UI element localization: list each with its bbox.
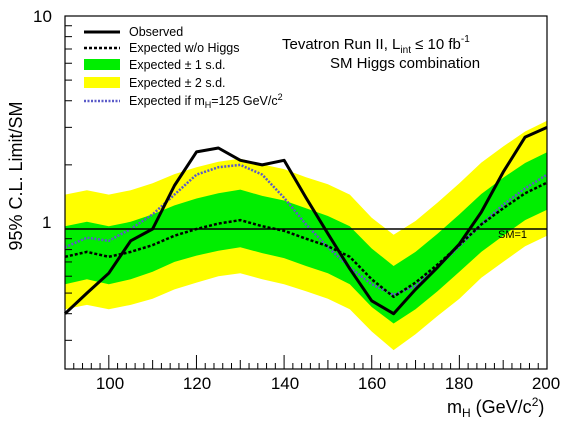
legend-label-band1: Expected ± 1 s.d. [129,58,226,72]
series-observed [63,126,548,316]
bands-layer [65,120,547,351]
legend-label-expected125: Expected if mH=125 GeV/c2 [129,92,283,110]
x-tick-label-200: 200 [532,374,560,393]
band-1sd [65,152,547,324]
x-tick-label-180: 180 [445,374,473,393]
ticks-layer [64,15,548,369]
y-tick-label-1: 1 [42,213,51,232]
x-tick-label-100: 100 [96,374,124,393]
series-expected [64,181,548,299]
legend-label-band2: Expected ± 2 s.d. [129,76,226,90]
legend-label-observed: Observed [129,25,183,39]
plot-frame [64,15,548,370]
legend-swatch-band2 [84,77,120,88]
lines-layer [63,126,548,316]
x-axis-title: mH (GeV/c2) [447,395,544,420]
annotation-line1: Tevatron Run II, Lint ≤ 10 fb-1 [282,34,470,56]
y-tick-label-10: 10 [33,7,52,26]
legend: Observed Expected w/o Higgs Expected ± 1… [84,25,283,110]
legend-swatch-band1 [84,59,120,70]
x-tick-label-160: 160 [358,374,386,393]
x-tick-label-140: 140 [271,374,299,393]
legend-label-expected: Expected w/o Higgs [129,41,239,55]
x-tick-label-120: 120 [183,374,211,393]
y-axis-title: 95% C.L. Limit/SM [6,101,26,250]
annotation-line2: SM Higgs combination [330,55,480,72]
sm-reference-label: SM=1 [498,229,527,241]
